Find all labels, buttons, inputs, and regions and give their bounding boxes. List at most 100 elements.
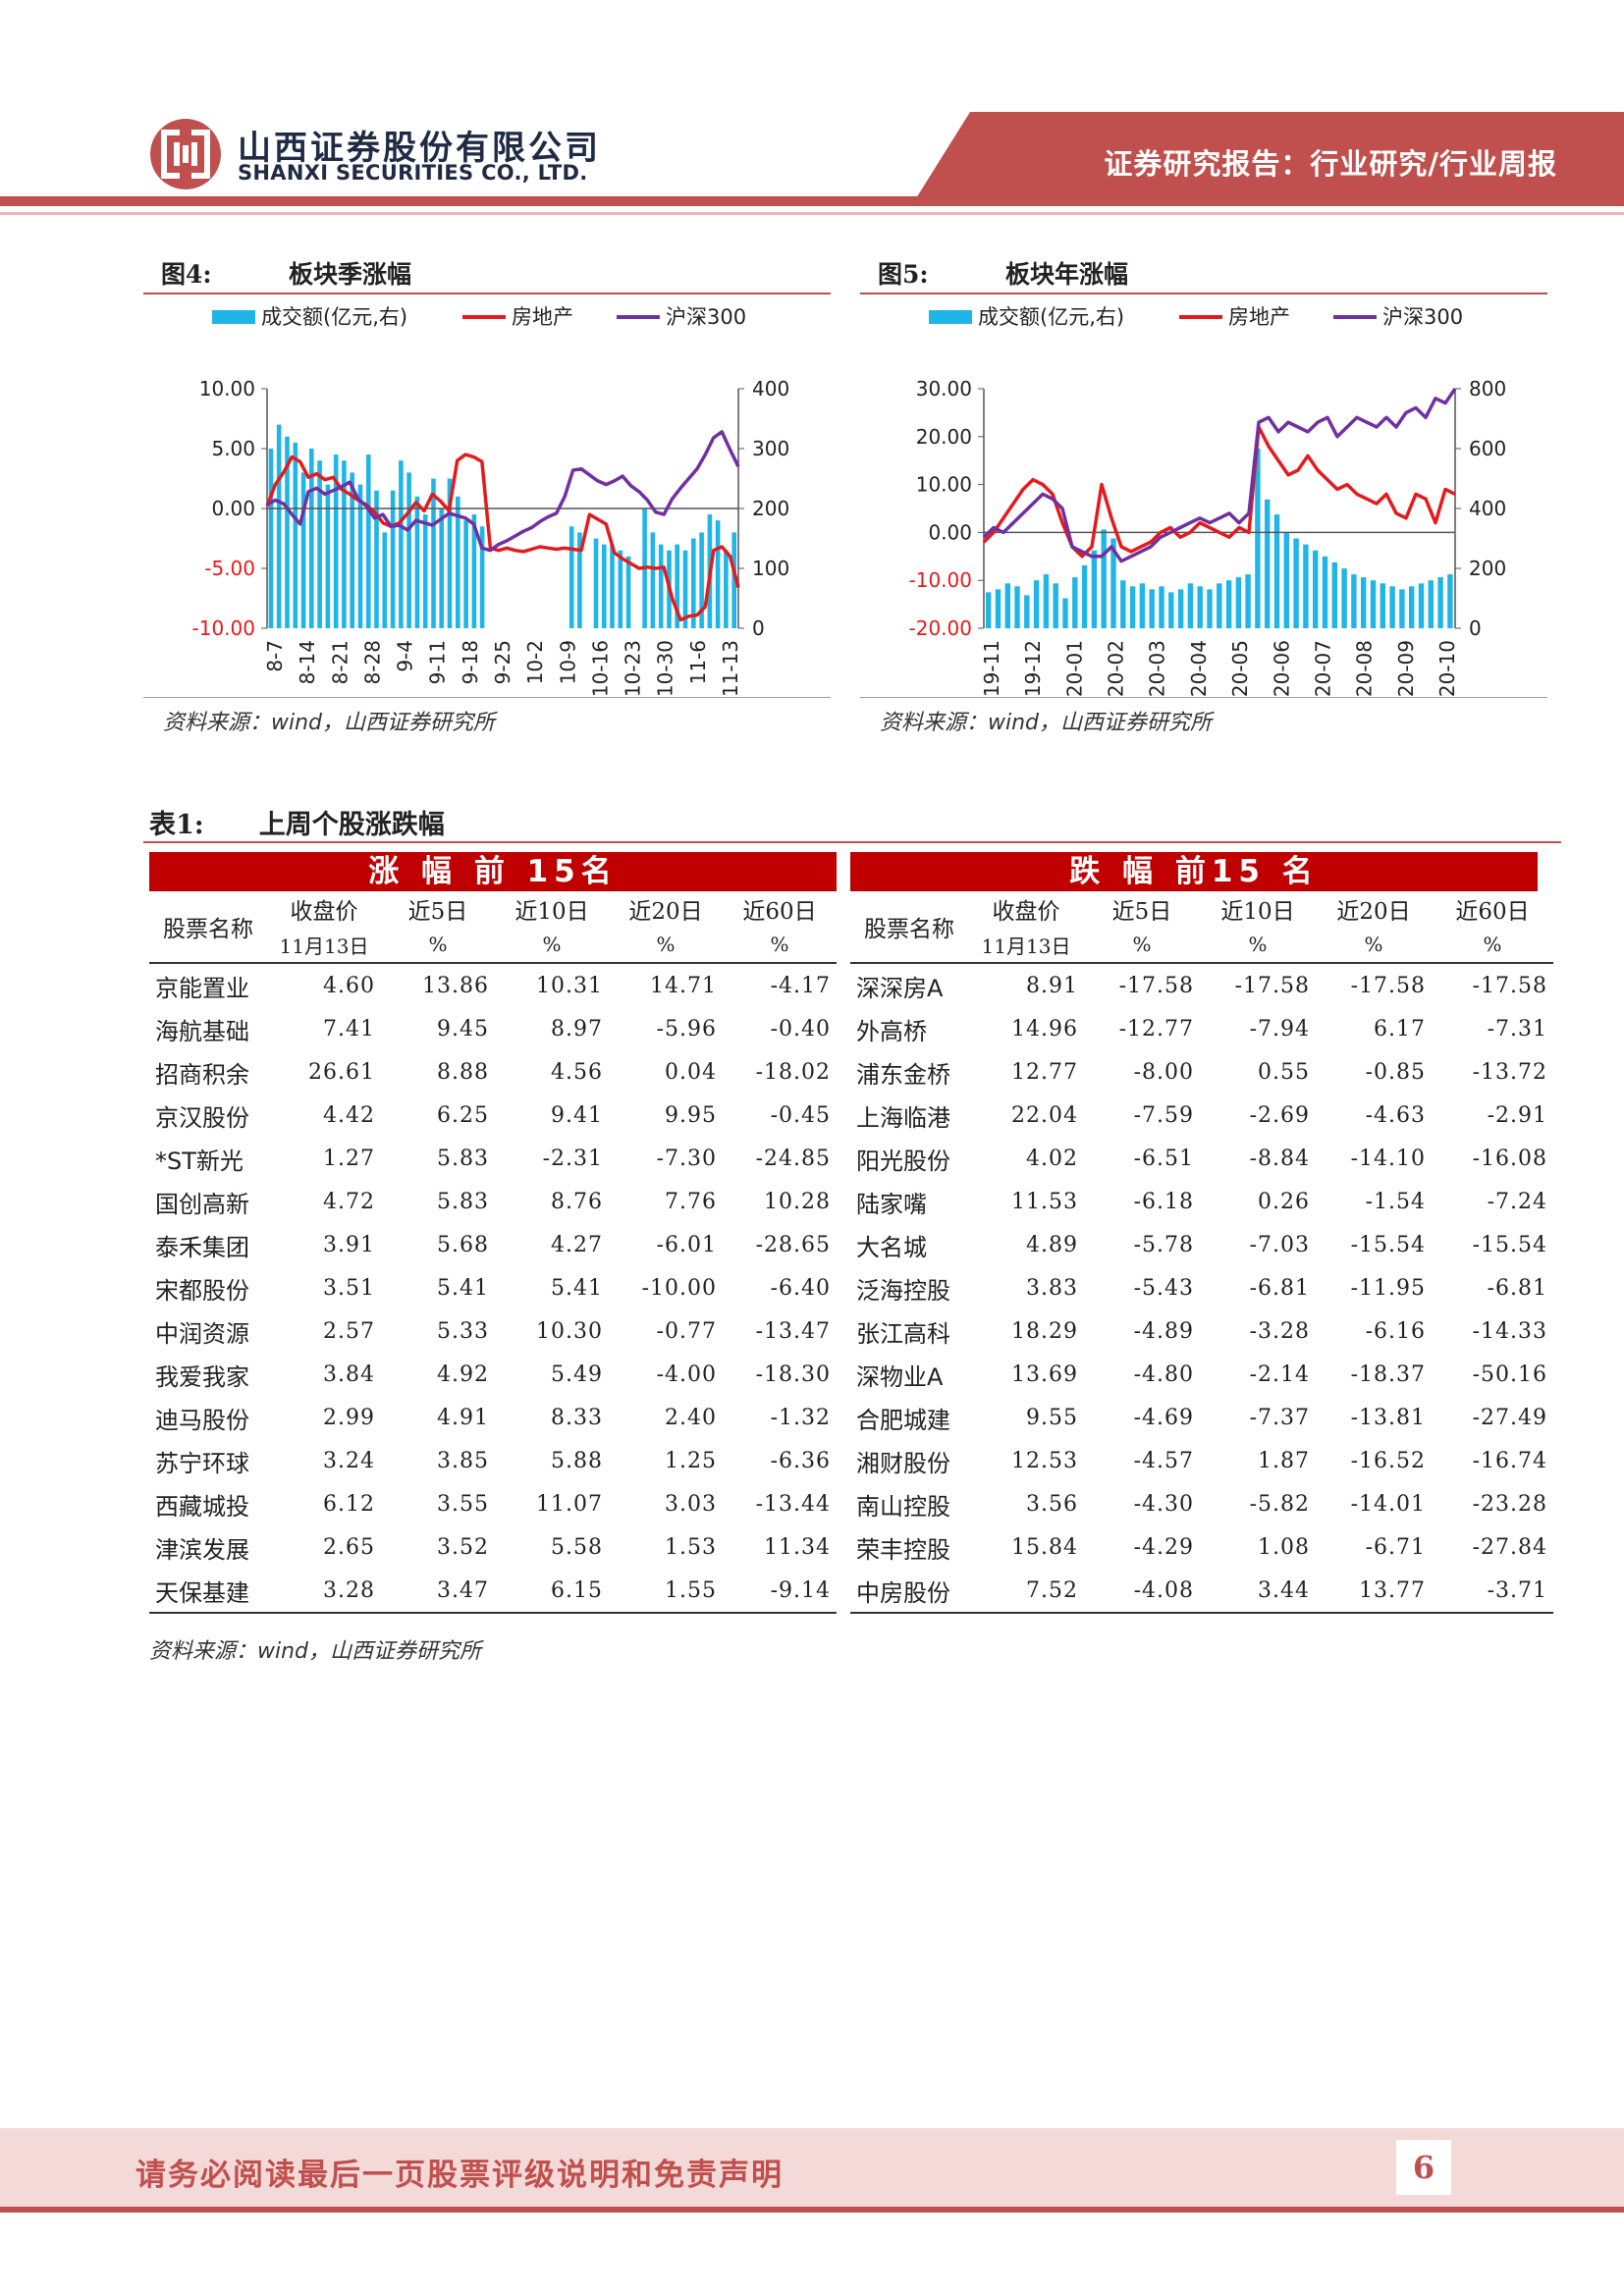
- x-tick-label: 20-02: [1105, 640, 1128, 697]
- stock-value: -4.08: [1084, 1569, 1200, 1614]
- volume-bar: [1139, 583, 1146, 629]
- stock-value: 2.40: [665, 1405, 717, 1430]
- stock-value: 9.45: [437, 1016, 489, 1041]
- stock-name: 泛海控股: [856, 1276, 950, 1305]
- y-tick-label-right: 0: [752, 616, 765, 640]
- report-type-tab: 证券研究报告：行业研究/行业周报: [911, 112, 1624, 206]
- stock-name: 西藏城投: [155, 1492, 249, 1521]
- volume-bar: [1428, 580, 1434, 628]
- volume-bar: [439, 508, 444, 628]
- stock-value: 3.84: [323, 1362, 375, 1387]
- stock-value: 14.96: [1011, 1016, 1078, 1041]
- col-20d: 近20日: [1336, 899, 1411, 925]
- stock-value: 4.56: [551, 1059, 603, 1085]
- page-number: 6: [1396, 2140, 1451, 2195]
- header-divider: [0, 212, 1624, 215]
- volume-bar: [357, 484, 363, 628]
- stock-name: 外高桥: [856, 1017, 927, 1045]
- volume-bar: [1217, 583, 1222, 629]
- table-row: 中润资源 2.57 5.33 10.30 -0.77 -13.47: [149, 1309, 837, 1353]
- y-tick-label-left: -5.00: [204, 557, 255, 580]
- legend-label: 成交额(亿元,右): [261, 305, 407, 329]
- col-10d: 近10日: [514, 899, 589, 925]
- table-row: 天保基建 3.28 3.47 6.15 1.55 -9.14: [149, 1569, 837, 1614]
- stock-value: -7.30: [656, 1146, 717, 1171]
- stock-value: 8.88: [437, 1059, 489, 1085]
- volume-bar: [1081, 564, 1088, 628]
- volume-bar: [1043, 574, 1050, 628]
- stock-value: 11.53: [1011, 1189, 1078, 1214]
- stock-value: 12.77: [1011, 1059, 1078, 1085]
- losers-table: 股票名称 收盘价 近5日 近10日 近20日 近60日 11月13日 % % %…: [850, 891, 1553, 1614]
- stock-value: -7.37: [1249, 1405, 1310, 1430]
- stock-value: -2.91: [1487, 1102, 1547, 1128]
- stock-name: 苏宁环球: [155, 1449, 249, 1477]
- stock-name: 我爱我家: [155, 1362, 249, 1391]
- stock-value: 2.65: [323, 1534, 375, 1560]
- table-row: 阳光股份 4.02 -6.51 -8.84 -14.10 -16.08: [850, 1137, 1553, 1180]
- figure-4-label: 图4:: [161, 260, 212, 289]
- col-20d: 近20日: [628, 899, 703, 925]
- volume-bar: [1197, 586, 1203, 628]
- stock-value: -6.01: [656, 1232, 717, 1257]
- stock-value: 5.68: [437, 1232, 489, 1257]
- y-tick-label-right: 0: [1469, 616, 1482, 640]
- volume-bar: [447, 478, 453, 628]
- gainers-table: 股票名称 收盘价 近5日 近10日 近20日 近60日 11月13日 % % %…: [149, 891, 837, 1614]
- x-tick-label: 9-4: [394, 640, 417, 672]
- volume-bar: [414, 496, 420, 628]
- stock-value: -8.00: [1133, 1059, 1194, 1085]
- table-row: 中房股份 7.52 -4.08 3.44 13.77 -3.71: [850, 1569, 1553, 1614]
- stock-value: 13.69: [1011, 1362, 1078, 1387]
- stock-value: 15.84: [1011, 1534, 1078, 1560]
- stock-value: -17.58: [1234, 973, 1310, 998]
- volume-bar: [1418, 583, 1425, 629]
- volume-bar: [715, 520, 721, 628]
- stock-value: 7.76: [665, 1189, 717, 1214]
- figure-5-caption: 板块年涨幅: [1005, 260, 1129, 289]
- company-name-cn: 山西证券股份有限公司: [238, 129, 601, 168]
- stock-name: *ST新光: [155, 1147, 244, 1175]
- volume-bar: [1303, 544, 1309, 628]
- volume-bar: [568, 526, 574, 628]
- stock-value: -6.36: [770, 1448, 831, 1473]
- disclaimer-text: 请务必阅读最后一页股票评级说明和免责声明: [135, 2158, 784, 2193]
- stock-value: 1.53: [665, 1534, 717, 1560]
- x-tick-label: 10-23: [622, 640, 645, 697]
- stock-value: 4.92: [437, 1362, 489, 1387]
- stock-value: 3.83: [1026, 1275, 1078, 1301]
- volume-bar: [1129, 586, 1136, 628]
- stock-value: 8.33: [551, 1405, 603, 1430]
- stock-value: 6.25: [437, 1102, 489, 1128]
- y-tick-label-left: 0.00: [211, 497, 255, 520]
- stock-value: 5.41: [551, 1275, 603, 1301]
- figure-4-title: 图4: 板块季涨幅: [161, 255, 411, 291]
- stock-value: 7.41: [323, 1016, 375, 1041]
- volume-bar: [675, 544, 679, 628]
- stock-value: 8.97: [551, 1016, 603, 1041]
- stock-value: -8.84: [1249, 1146, 1310, 1171]
- table-1-source: 资料来源：wind，山西证券研究所: [149, 1639, 482, 1664]
- volume-bar: [1225, 580, 1232, 628]
- stock-value: -13.81: [1350, 1405, 1426, 1430]
- stock-value: 3.47: [381, 1569, 495, 1614]
- stock-name: 南山控股: [856, 1492, 950, 1521]
- stock-value: -5.78: [1133, 1232, 1194, 1257]
- volume-bar: [1399, 589, 1405, 628]
- stock-value: 3.56: [1026, 1491, 1078, 1517]
- figure-5-bottom-rule: [860, 697, 1547, 698]
- page-footer: 请务必阅读最后一页股票评级说明和免责声明 6: [0, 2128, 1624, 2207]
- stock-value: 10.31: [536, 973, 603, 998]
- volume-bar: [610, 544, 615, 628]
- volume-bar: [317, 460, 322, 628]
- volume-bar: [1177, 589, 1184, 628]
- col-60d: 近60日: [1455, 899, 1530, 925]
- stock-value: -17.58: [1350, 973, 1426, 998]
- stock-value: 5.33: [437, 1318, 489, 1344]
- col-10d: 近10日: [1220, 899, 1295, 925]
- y-tick-label-right: 400: [752, 377, 789, 400]
- col-close: 收盘价: [992, 899, 1060, 925]
- header-band: [0, 196, 1624, 206]
- stock-value: 4.89: [1026, 1232, 1078, 1257]
- volume-bar: [382, 532, 388, 628]
